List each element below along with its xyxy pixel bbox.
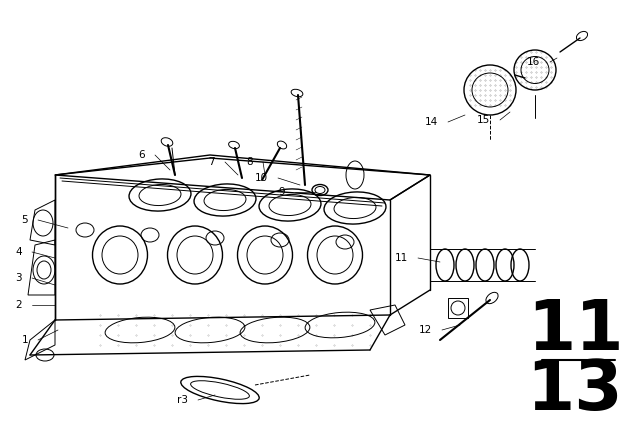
Text: 15: 15 [477, 115, 490, 125]
Text: 11: 11 [527, 297, 623, 363]
Text: 12: 12 [419, 325, 432, 335]
Text: 11: 11 [395, 253, 408, 263]
Text: 1: 1 [21, 335, 28, 345]
Text: 13: 13 [527, 357, 623, 423]
Text: 2: 2 [15, 300, 22, 310]
Text: 5: 5 [21, 215, 28, 225]
Text: 16: 16 [527, 57, 540, 67]
Text: 9: 9 [278, 187, 285, 197]
Text: 4: 4 [15, 247, 22, 257]
Text: 6: 6 [138, 150, 145, 160]
Text: r3: r3 [177, 395, 188, 405]
Text: 10: 10 [255, 173, 268, 183]
Text: 14: 14 [425, 117, 438, 127]
Text: 3: 3 [15, 273, 22, 283]
Text: 8: 8 [246, 157, 253, 167]
Text: 7: 7 [209, 157, 215, 167]
